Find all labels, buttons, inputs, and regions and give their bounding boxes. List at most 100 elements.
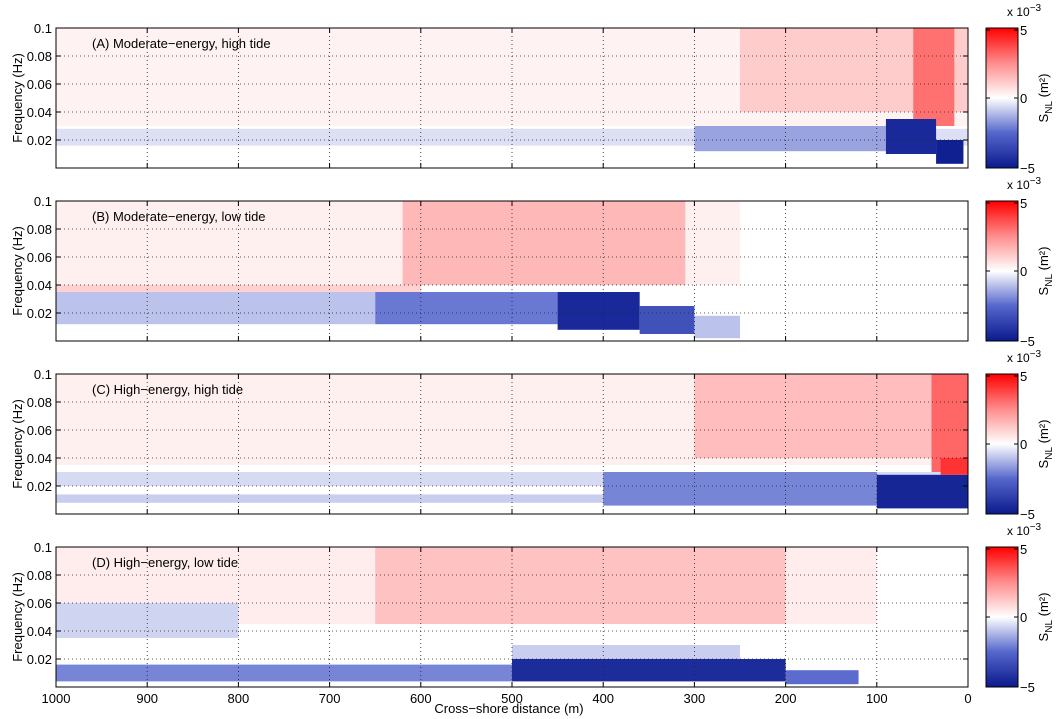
y-axis-label: Frequency (Hz) (10, 53, 25, 143)
x-tick-label: 200 (775, 691, 797, 706)
heatmap-cell (56, 292, 376, 325)
y-axis-label: Frequency (Hz) (10, 572, 25, 662)
heatmap-cell (557, 292, 640, 330)
heatmap-cell (876, 474, 968, 509)
y-tick-label: 0.02 (27, 479, 52, 494)
colorbar-label: SNL (m²) (1036, 247, 1055, 296)
y-tick-label: 0.08 (27, 222, 52, 237)
colorbar-exponent: x 10−3 (1007, 349, 1042, 365)
heatmap-cell (56, 285, 421, 292)
heatmap-cells (56, 547, 877, 685)
y-tick-label: 0.02 (27, 133, 52, 148)
colorbar: 5 0 −5 x 10−3 SNL (m²) (985, 3, 1055, 176)
colorbar-tick-label: −5 (1020, 680, 1035, 695)
x-tick-label: 800 (228, 691, 250, 706)
colorbar-label: SNL (m²) (1036, 74, 1055, 123)
y-tick-label: 0.04 (27, 278, 52, 293)
heatmap-cell (694, 374, 968, 458)
colorbar-exponent: x 10−3 (1007, 176, 1042, 192)
x-tick-label: 900 (136, 691, 158, 706)
y-tick-label: 0.02 (27, 306, 52, 321)
y-tick-label: 0.08 (27, 395, 52, 410)
y-tick-label: 0.04 (27, 105, 52, 120)
colorbar-tick-label: 5 (1020, 369, 1027, 384)
panel-annotation: (C) High−energy, high tide (92, 382, 243, 397)
heatmap-cell (603, 472, 877, 506)
colorbar-tick-label: −5 (1020, 507, 1035, 522)
colorbar-gradient (985, 546, 1019, 688)
x-tick-label: 300 (684, 691, 706, 706)
colorbar-tick-label: 5 (1020, 196, 1027, 211)
colorbar: 5 0 −5 x 10−3 SNL (m²) (985, 349, 1055, 522)
heatmap-cell (885, 119, 937, 154)
x-tick-label: 600 (410, 691, 432, 706)
y-tick-label: 0.06 (27, 423, 52, 438)
panel-annotation: (B) Moderate−energy, low tide (92, 209, 266, 224)
heatmap-cell (913, 28, 955, 126)
x-tick-label: 1000 (42, 691, 71, 706)
y-axis-label: Frequency (Hz) (10, 226, 25, 316)
y-tick-label: 0.04 (27, 451, 52, 466)
panel-annotation: (D) High−energy, low tide (92, 555, 238, 570)
colorbar-exponent: x 10−3 (1007, 522, 1042, 538)
colorbar-exponent: x 10−3 (1007, 3, 1042, 19)
y-tick-label: 0.02 (27, 652, 52, 667)
colorbar-tick-label: 0 (1020, 437, 1027, 452)
panel-c: 0.02 0.04 0.06 0.08 0.1 (C) High−energy, high… (10, 349, 1055, 522)
colorbar-label: SNL (m²) (1036, 593, 1055, 642)
colorbar-tick-label: 0 (1020, 264, 1027, 279)
colorbar-gradient (985, 373, 1019, 515)
y-tick-label: 0.1 (34, 540, 52, 555)
heatmap-cells (56, 201, 740, 339)
y-tick-label: 0.08 (27, 568, 52, 583)
colorbar-gradient (985, 200, 1019, 342)
heatmap-cell (694, 126, 886, 152)
heatmap-cell (375, 292, 558, 325)
y-tick-label: 0.06 (27, 596, 52, 611)
y-tick-label: 0.06 (27, 250, 52, 265)
grid-lines (56, 547, 968, 687)
heatmap-cell (785, 670, 859, 685)
x-tick-label: 500 (501, 691, 523, 706)
colorbar-label: SNL (m²) (1036, 420, 1055, 469)
grid-lines (56, 374, 968, 514)
colorbar-tick-label: −5 (1020, 334, 1035, 349)
x-tick-label: 100 (866, 691, 888, 706)
heatmap-cell (56, 603, 239, 638)
colorbar: 5 0 −5 x 10−3 SNL (m²) (985, 176, 1055, 349)
colorbar-gradient (985, 27, 1019, 169)
colorbar-tick-label: 0 (1020, 91, 1027, 106)
colorbar-tick-label: 5 (1020, 23, 1027, 38)
grid-lines (56, 28, 968, 168)
grid-lines (56, 201, 968, 341)
y-tick-label: 0.04 (27, 624, 52, 639)
heatmap-cell (56, 664, 512, 682)
heatmap-cell (512, 645, 740, 659)
y-tick-label: 0.08 (27, 49, 52, 64)
heatmap-cells (56, 374, 968, 509)
heatmap-cell (940, 458, 968, 475)
x-axis-label: Cross−shore distance (m) (434, 701, 583, 716)
heatmap-cell (639, 306, 695, 334)
x-tick-label: 700 (319, 691, 341, 706)
y-tick-label: 0.1 (34, 21, 52, 36)
heatmap-cell (694, 315, 740, 339)
x-tick-label: 400 (592, 691, 614, 706)
heatmap-cell (375, 547, 786, 624)
panel-b: 0.02 0.04 0.06 0.08 0.1 (B) Moderate−energy, … (10, 176, 1055, 349)
y-tick-label: 0.06 (27, 77, 52, 92)
heatmap-cell (936, 140, 964, 164)
colorbar-tick-label: 5 (1020, 542, 1027, 557)
x-tick-label: 0 (964, 691, 971, 706)
heatmap-cell (512, 659, 786, 682)
panel-annotation: (A) Moderate−energy, high tide (92, 36, 271, 51)
y-tick-label: 0.1 (34, 367, 52, 382)
y-axis-label: Frequency (Hz) (10, 399, 25, 489)
heatmap-cell (402, 201, 686, 285)
colorbar-tick-label: 0 (1020, 610, 1027, 625)
colorbar-tick-label: −5 (1020, 161, 1035, 176)
y-tick-label: 0.1 (34, 194, 52, 209)
panel-a: 0.02 0.04 0.06 0.08 0.1 (A) Moderate−energy, … (10, 3, 1055, 176)
